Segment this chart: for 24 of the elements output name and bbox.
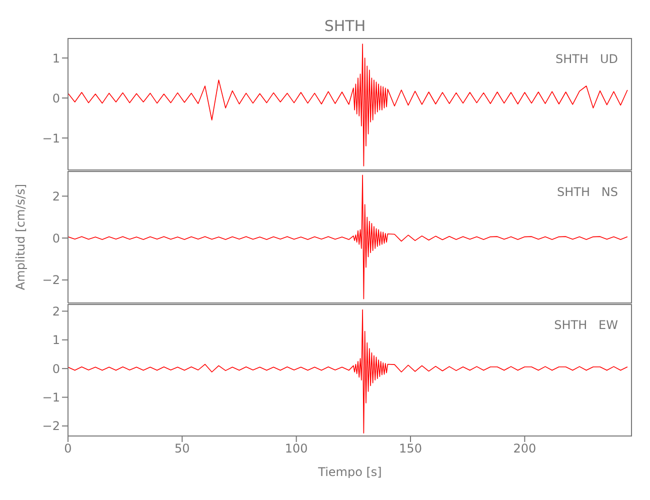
y-tick-label: 2	[52, 189, 60, 204]
y-tick-label: −2	[42, 273, 60, 288]
y-axis-title: Amplitud [cm/s/s]	[13, 184, 28, 290]
x-tick-label: 100	[284, 442, 308, 456]
y-tick-label: 2	[52, 304, 60, 318]
line-series	[68, 44, 628, 166]
y-tick-label: −2	[42, 419, 60, 434]
y-tick-label: 1	[52, 51, 60, 66]
x-tick-label: 0	[64, 442, 72, 456]
annotation: SHTH EW	[554, 318, 618, 332]
annotation: SHTH UD	[556, 52, 618, 66]
y-tick-label: 1	[52, 333, 60, 348]
y-tick-label: −1	[42, 390, 60, 405]
annotation: SHTH NS	[556, 185, 618, 199]
x-tick-label: 150	[399, 442, 422, 456]
y-tick-label: 0	[52, 91, 60, 106]
x-tick-label: 50	[174, 442, 190, 456]
line-series	[68, 174, 628, 300]
line-series	[68, 309, 628, 434]
x-tick-label: 200	[513, 442, 536, 456]
y-tick-label: −1	[42, 131, 60, 146]
y-tick-label: 0	[52, 362, 60, 376]
chart-title: SHTH	[323, 16, 367, 37]
y-tick-label: 0	[52, 231, 60, 246]
